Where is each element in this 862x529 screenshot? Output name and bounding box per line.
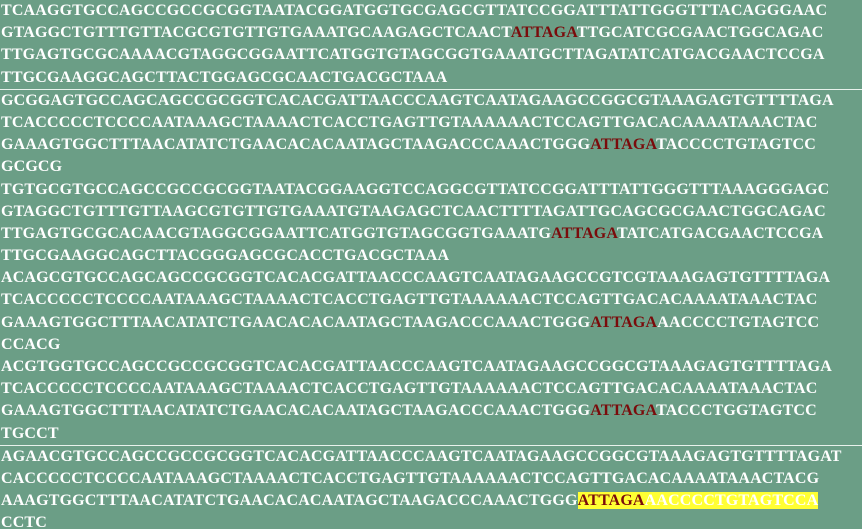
sequence-line: GTAGGCTGTTTGTTACGCGTGTTGTGAAATGCAAGAGCTC…	[1, 22, 862, 44]
motif-attaga: ATTAGA	[510, 24, 577, 42]
sequence-line: GCGCG	[1, 156, 862, 178]
sequence-line: ACGTGGTGCCAGCCGCCGCGGTCACACGATTAACCCAAGT…	[1, 356, 862, 378]
sequence-text: CACCCCCTCCCCAATAAAGCTAAAACTCACCTGAGTTGTA…	[1, 469, 820, 487]
sequence-text: TTGAGTGCGCACAACGTAGGCGGAATTCATGGTGTAGCGG…	[1, 224, 552, 242]
sequence-line: TCACCCCCTCCCCAATAAAGCTAAAACTCACCTGAGTTGT…	[1, 289, 862, 311]
sequence-text: TATCATGACGAACTCCGA	[616, 224, 824, 242]
sequence-text: TTGAGTGCGCAAAACGTAGGCGGAATTCATGGTGTAGCGG…	[1, 46, 825, 64]
sequence-text: AGAACGTGCCAGCCGCCGCGGTCACACGATTAACCCAAGT…	[1, 447, 842, 465]
sequence-line: TTGAGTGCGCAAAACGTAGGCGGAATTCATGGTGTAGCGG…	[1, 44, 862, 66]
sequence-line: GAAAGTGGCTTTAACATATCTGAACACACAATAGCTAAGA…	[1, 400, 862, 422]
motif-attaga: ATTAGA	[551, 224, 617, 242]
sequence-text: CCTC	[1, 514, 47, 529]
sequence-line: TGTGCGTGCCAGCCGCCGCGGTAATACGGAAGGTCCAGGC…	[1, 179, 862, 201]
sequence-text: TTGCATCGCGAACTGGCAGAC	[576, 24, 824, 42]
sequence-text: GAAAGTGGCTTTAACATATCTGAACACACAATAGCTAAGA…	[1, 313, 591, 331]
sequence-line: ACAGCGTGCCAGCAGCCGCGGTCACACGATTAACCCAAGT…	[1, 267, 862, 289]
sequence-text: ACAGCGTGCCAGCAGCCGCGGTCACACGATTAACCCAAGT…	[1, 269, 831, 287]
motif-attaga: ATTAGA	[590, 313, 658, 331]
sequence-text: TTGCGAAGGCAGCTTACGGGAGCGCACCTGACGCTAAA	[1, 247, 450, 265]
sequence-line: TCAAGGTGCCAGCCGCCGCGGTAATACGGATGGTGCGAGC…	[1, 0, 862, 22]
sequence-line: TCACCCCCTCCCCAATAAAGCTAAAACTCACCTGAGTTGT…	[1, 112, 862, 134]
sequence-text: TGTGCGTGCCAGCCGCCGCGGTAATACGGAAGGTCCAGGC…	[1, 180, 830, 198]
sequence-line: TCACCCCCTCCCCAATAAAGCTAAAACTCACCTGAGTTGT…	[1, 378, 862, 400]
motif-attaga: ATTAGA	[577, 492, 645, 510]
sequence-line: TTGAGTGCGCACAACGTAGGCGGAATTCATGGTGTAGCGG…	[1, 223, 862, 245]
sequence-block: AGAACGTGCCAGCCGCCGCGGTCACACGATTAACCCAAGT…	[0, 444, 862, 529]
highlighted-sequence: AACCCCTGTAGTCCA	[644, 492, 819, 510]
sequence-text: TTGCGAAGGCAGCTTACTGGAGCGCAACTGACGCTAAA	[1, 68, 448, 86]
sequence-text: TCACCCCCTCCCCAATAAAGCTAAAACTCACCTGAGTTGT…	[1, 380, 818, 398]
sequence-text: ACGTGGTGCCAGCCGCCGCGGTCACACGATTAACCCAAGT…	[1, 358, 832, 375]
sequence-line: AGAACGTGCCAGCCGCCGCGGTCACACGATTAACCCAAGT…	[1, 446, 862, 468]
sequence-line: GAAAGTGGCTTTAACATATCTGAACACACAATAGCTAAGA…	[1, 134, 862, 156]
sequence-block: GCGGAGTGCCAGCAGCCGCGGTCACACGATTAACCCAAGT…	[0, 88, 862, 445]
sequence-text: GAAAGTGGCTTTAACATATCTGAACACACAATAGCTAAGA…	[1, 402, 591, 420]
sequence-text: TACCCTGGTAGTCC	[656, 402, 817, 420]
sequence-line: TTGCGAAGGCAGCTTACGGGAGCGCACCTGACGCTAAA	[1, 245, 862, 267]
sequence-text: AACCCCTGTAGTCC	[657, 313, 820, 331]
sequence-line: GAAAGTGGCTTTAACATATCTGAACACACAATAGCTAAGA…	[1, 312, 862, 334]
sequence-line: GCGGAGTGCCAGCAGCCGCGGTCACACGATTAACCCAAGT…	[1, 90, 862, 112]
sequence-line: CCTC	[1, 512, 862, 529]
sequence-line: GTAGGCTGTTTGTTAAGCGTGTTGTGAAATGTAAGAGCTC…	[1, 201, 862, 223]
sequence-text: CCACG	[1, 335, 61, 353]
sequence-text: TCAAGGTGCCAGCCGCCGCGGTAATACGGATGGTGCGAGC…	[1, 2, 828, 19]
sequence-line: CACCCCCTCCCCAATAAAGCTAAAACTCACCTGAGTTGTA…	[1, 468, 862, 490]
sequence-text: GTAGGCTGTTTGTTACGCGTGTTGTGAAATGCAAGAGCTC…	[1, 24, 511, 42]
sequence-line: TTGCGAAGGCAGCTTACTGGAGCGCAACTGACGCTAAA	[1, 67, 862, 89]
sequence-text: TACCCCTGTAGTCC	[656, 136, 816, 154]
sequence-text: TCACCCCCTCCCCAATAAAGCTAAAACTCACCTGAGTTGT…	[1, 291, 818, 309]
sequence-text: TGCCT	[1, 424, 59, 442]
sequence-text: GCGGAGTGCCAGCAGCCGCGGTCACACGATTAACCCAAGT…	[1, 91, 834, 109]
sequence-line: TGCCT	[1, 423, 862, 445]
sequence-block: TCAAGGTGCCAGCCGCCGCGGTAATACGGATGGTGCGAGC…	[0, 0, 862, 89]
motif-attaga: ATTAGA	[590, 136, 657, 154]
sequence-text: GAAAGTGGCTTTAACATATCTGAACACACAATAGCTAAGA…	[1, 136, 591, 154]
sequence-text: GTAGGCTGTTTGTTAAGCGTGTTGTGAAATGTAAGAGCTC…	[1, 202, 826, 220]
sequence-line: AAAGTGGCTTTAACATATCTGAACACACAATAGCTAAGAC…	[1, 490, 862, 512]
sequence-text: AAAGTGGCTTTAACATATCTGAACACACAATAGCTAAGAC…	[1, 492, 578, 510]
sequence-text: GCGCG	[1, 158, 63, 176]
sequence-text: TCACCCCCTCCCCAATAAAGCTAAAACTCACCTGAGTTGT…	[1, 113, 818, 131]
sequence-line: CCACG	[1, 334, 862, 356]
motif-attaga: ATTAGA	[590, 402, 657, 420]
